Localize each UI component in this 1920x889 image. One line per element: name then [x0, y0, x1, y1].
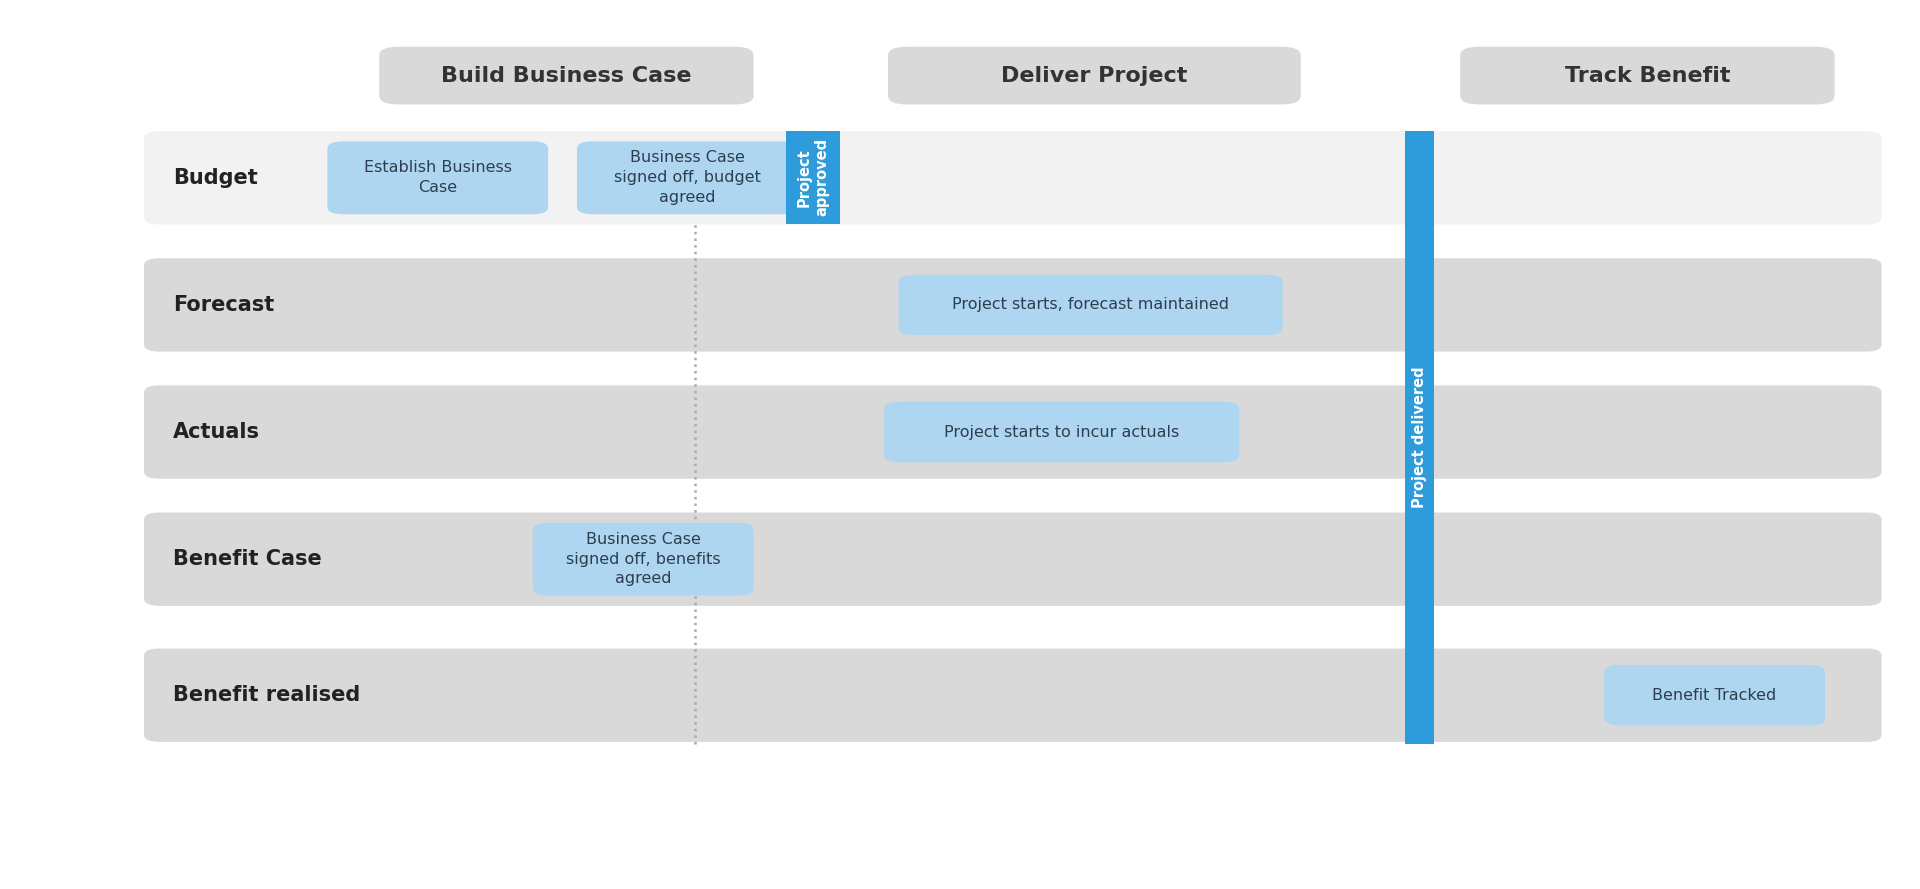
- FancyBboxPatch shape: [899, 275, 1283, 335]
- Text: Establish Business
Case: Establish Business Case: [363, 160, 513, 196]
- FancyBboxPatch shape: [1605, 665, 1824, 725]
- Text: Business Case
signed off, budget
agreed: Business Case signed off, budget agreed: [614, 150, 760, 205]
- Text: Benefit realised: Benefit realised: [173, 685, 361, 705]
- Text: Build Business Case: Build Business Case: [442, 66, 691, 85]
- Text: Deliver Project: Deliver Project: [1000, 66, 1188, 85]
- FancyBboxPatch shape: [326, 141, 549, 214]
- FancyBboxPatch shape: [1459, 46, 1834, 104]
- FancyBboxPatch shape: [576, 141, 799, 214]
- FancyBboxPatch shape: [144, 258, 1882, 351]
- Text: Business Case
signed off, benefits
agreed: Business Case signed off, benefits agree…: [566, 532, 720, 587]
- FancyBboxPatch shape: [534, 523, 753, 596]
- Text: Track Benefit: Track Benefit: [1565, 66, 1730, 85]
- Text: Actuals: Actuals: [173, 422, 259, 442]
- Text: Forecast: Forecast: [173, 295, 275, 315]
- Text: Budget: Budget: [173, 168, 257, 188]
- Text: Project
approved: Project approved: [797, 139, 829, 216]
- FancyBboxPatch shape: [883, 402, 1240, 462]
- FancyBboxPatch shape: [378, 46, 753, 104]
- FancyBboxPatch shape: [887, 46, 1302, 104]
- Text: Benefit Tracked: Benefit Tracked: [1653, 688, 1776, 702]
- FancyBboxPatch shape: [144, 512, 1882, 606]
- FancyBboxPatch shape: [1405, 131, 1434, 744]
- Text: Project starts, forecast maintained: Project starts, forecast maintained: [952, 298, 1229, 312]
- FancyBboxPatch shape: [144, 386, 1882, 478]
- FancyBboxPatch shape: [787, 131, 841, 224]
- FancyBboxPatch shape: [144, 649, 1882, 741]
- FancyBboxPatch shape: [144, 131, 1882, 224]
- Text: Project starts to incur actuals: Project starts to incur actuals: [945, 425, 1179, 439]
- Text: Project delivered: Project delivered: [1413, 366, 1427, 509]
- Text: Benefit Case: Benefit Case: [173, 549, 321, 569]
